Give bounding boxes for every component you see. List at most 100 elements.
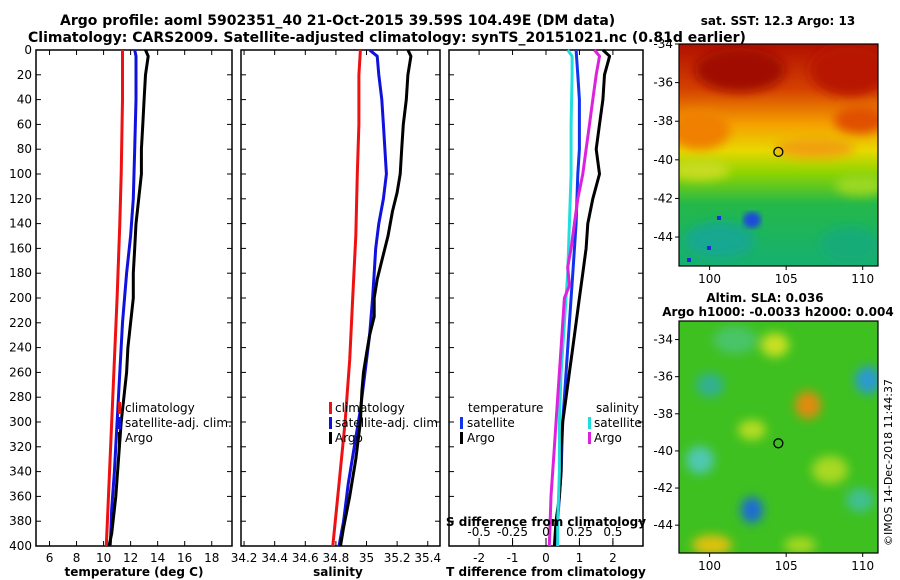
x-tick-label-secondary: -0.5 xyxy=(467,525,490,539)
series-line-satellite-adj-clim- xyxy=(108,49,138,547)
salinity-xlabel: salinity xyxy=(313,565,363,579)
y-tick-label: 160 xyxy=(9,241,32,255)
legend-swatch-climatology xyxy=(329,402,332,414)
legend-swatch-s-argo xyxy=(588,432,591,444)
x-tick-label: 34.2 xyxy=(231,551,258,565)
series-line-s-argo xyxy=(547,49,601,547)
series-line-climatology xyxy=(104,50,124,547)
series-line-argo xyxy=(339,49,413,547)
y-tick-label: 120 xyxy=(9,192,32,206)
x-tick-label-secondary: 0 xyxy=(542,525,550,539)
difference-xlabel-salinity: S difference from climatology xyxy=(446,515,646,529)
legend-swatch-argo xyxy=(329,432,332,444)
series-line-argo xyxy=(107,49,150,547)
x-tick-label: -1 xyxy=(507,551,519,565)
x-tick-label: 34.4 xyxy=(261,551,288,565)
map-x-tick-label: 105 xyxy=(775,272,798,286)
y-tick-label: 400 xyxy=(9,539,32,553)
x-tick-label: 35.4 xyxy=(414,551,441,565)
sst-map-image xyxy=(679,44,878,266)
x-tick-label: 34.8 xyxy=(323,551,350,565)
x-tick-label-secondary: 0.5 xyxy=(603,525,622,539)
legend-swatch-satellite xyxy=(118,417,121,429)
map-y-tick-label: -40 xyxy=(653,444,673,458)
map-y-tick-label: -42 xyxy=(653,481,673,495)
sst-map-title: sat. SST: 12.3 Argo: 13 xyxy=(701,14,855,28)
map-x-tick-label: 110 xyxy=(851,272,874,286)
legend-swatch-s-satellite xyxy=(588,417,591,429)
sla-map-title: Altim. SLA: 0.036 xyxy=(706,291,823,305)
y-tick-label: 260 xyxy=(9,365,32,379)
sla-map-image xyxy=(679,321,878,553)
legend-swatch-t-argo xyxy=(460,432,463,444)
map-x-tick-label: 100 xyxy=(698,272,721,286)
legend-title-temperature: temperature xyxy=(468,401,543,415)
y-tick-label: 40 xyxy=(17,93,32,107)
x-tick-label: 6 xyxy=(46,551,54,565)
series-line-t-argo xyxy=(552,48,612,547)
y-tick-label: 300 xyxy=(9,415,32,429)
x-tick-label: 16 xyxy=(177,551,192,565)
map-y-tick-label: -42 xyxy=(653,191,673,205)
map-x-tick-label: 110 xyxy=(851,559,874,573)
legend-label-climatology: climatology xyxy=(125,401,195,415)
legend-label-argo: Argo xyxy=(125,431,153,445)
map-y-tick-label: -44 xyxy=(653,230,673,244)
sst-map-frame xyxy=(678,43,879,267)
sla-map-panel: Altim. SLA: 0.036 Argo h1000: -0.0033 h2… xyxy=(653,291,893,573)
y-tick-label: 280 xyxy=(9,390,32,404)
series-line-climatology xyxy=(331,49,362,547)
legend-swatch-climatology xyxy=(118,402,121,414)
map-x-tick-label: 100 xyxy=(698,559,721,573)
difference-xlabel-temperature: T difference from climatology xyxy=(446,565,646,579)
x-tick-label: -2 xyxy=(473,551,485,565)
map-y-tick-label: -36 xyxy=(653,76,673,90)
salinity-profile-panel: 34.2 34.4 34.6 34.8 35 35.2 35.4 salinity clim… xyxy=(231,48,442,579)
sla-argo-location-marker xyxy=(773,438,784,449)
y-tick-label: 140 xyxy=(9,217,32,231)
y-tick-label: 320 xyxy=(9,440,32,454)
legend-label-argo: Argo xyxy=(335,431,363,445)
y-tick-label: 380 xyxy=(9,514,32,528)
map-y-tick-label: -40 xyxy=(653,153,673,167)
x-tick-label-secondary: 0.25 xyxy=(566,525,593,539)
y-tick-label: 0 xyxy=(24,43,32,57)
difference-panel-frame xyxy=(448,49,644,547)
y-tick-label: 200 xyxy=(9,291,32,305)
x-tick-label: 14 xyxy=(150,551,165,565)
salinity-legend: climatology satellite-adj. clim. Argo xyxy=(329,401,442,445)
y-tick-label: 80 xyxy=(17,142,32,156)
series-line-satellite-adj-clim- xyxy=(337,48,388,547)
legend-label-t-satellite: satellite xyxy=(467,416,515,430)
legend-label-satellite: satellite-adj. clim. xyxy=(125,416,232,430)
y-tick-label: 220 xyxy=(9,316,32,330)
x-tick-label: 10 xyxy=(96,551,111,565)
legend-label-t-argo: Argo xyxy=(467,431,495,445)
map-y-tick-label: -38 xyxy=(653,114,673,128)
y-tick-label: 340 xyxy=(9,465,32,479)
legend-swatch-t-satellite xyxy=(460,417,463,429)
legend-swatch-argo xyxy=(118,432,121,444)
x-tick-label: 34.6 xyxy=(292,551,319,565)
x-tick-label-secondary: -0.25 xyxy=(497,525,528,539)
legend-label-s-argo: Argo xyxy=(594,431,622,445)
imos-credit: ©IMOS 14-Dec-2018 11:44:37 xyxy=(882,379,895,546)
sst-argo-location-marker xyxy=(773,146,784,158)
map-y-tick-label: -34 xyxy=(653,333,673,347)
difference-legend-salinity: salinity satellite Argo xyxy=(588,401,642,445)
map-y-tick-label: -36 xyxy=(653,370,673,384)
x-tick-label: 35 xyxy=(359,551,374,565)
header-line-2: Climatology: CARS2009. Satellite-adjuste… xyxy=(28,30,746,46)
header-line-1: Argo profile: aoml 5902351_40 21-Oct-201… xyxy=(60,13,615,29)
y-tick-label: 100 xyxy=(9,167,32,181)
y-tick-label: 240 xyxy=(9,341,32,355)
legend-label-climatology: climatology xyxy=(335,401,405,415)
legend-label-satellite: satellite-adj. clim. xyxy=(335,416,442,430)
temperature-legend: climatology satellite-adj. clim. Argo xyxy=(118,401,232,445)
x-tick-label: 8 xyxy=(73,551,81,565)
x-tick-label: 12 xyxy=(123,551,138,565)
y-tick-label: 20 xyxy=(17,68,32,82)
legend-label-s-satellite: satellite xyxy=(594,416,642,430)
legend-title-salinity: salinity xyxy=(596,401,639,415)
